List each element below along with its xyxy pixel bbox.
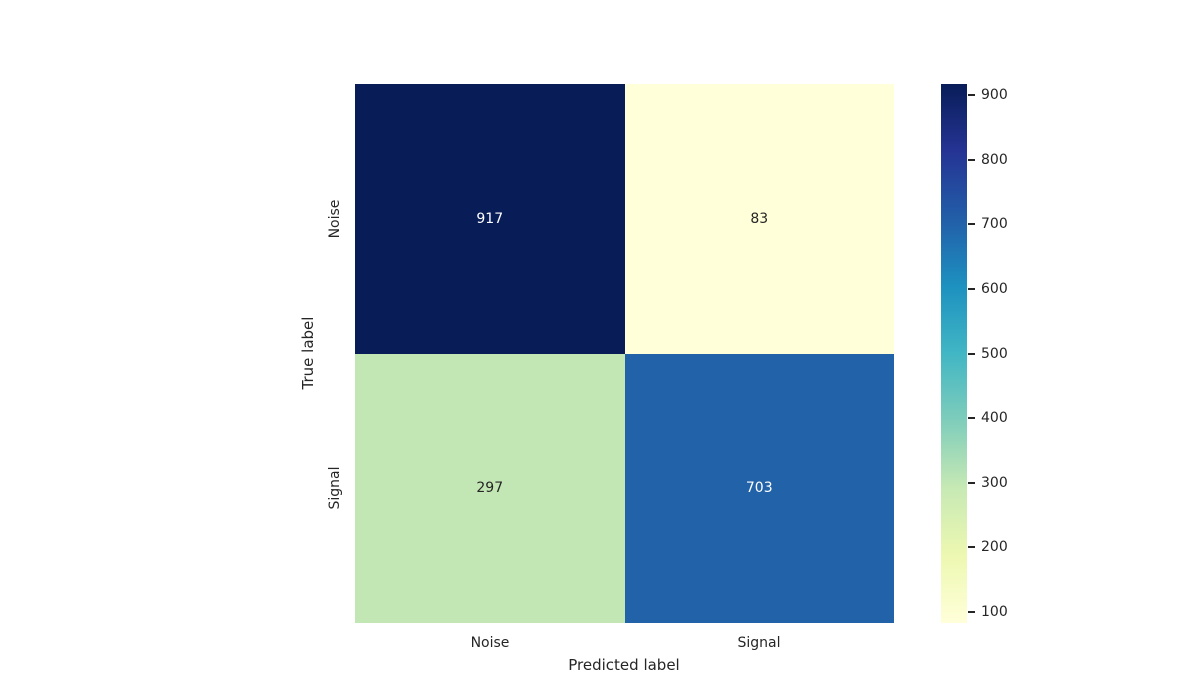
colorbar-tick-mark [968, 546, 975, 549]
y-axis-label: True label [299, 316, 317, 390]
x-axis-label: Predicted label [568, 656, 680, 674]
heatmap-cell-noise-signal: 83 [624, 84, 894, 354]
x-tick-label-signal: Signal [737, 635, 781, 651]
colorbar-tick-label: 700 [981, 216, 1008, 233]
colorbar-tick-mark [968, 481, 975, 484]
heatmap-cell-signal-noise: 297 [355, 353, 625, 623]
y-tick-label-signal: Signal [327, 466, 343, 510]
colorbar-tick-label: 500 [981, 345, 1008, 362]
colorbar-gradient [941, 84, 967, 623]
colorbar-tick-mark [968, 287, 975, 290]
colorbar-tick-label: 100 [981, 604, 1008, 620]
colorbar-tick-label: 400 [981, 410, 1008, 427]
cell-value: 297 [476, 480, 504, 497]
colorbar-tick-mark [968, 158, 975, 161]
colorbar-tick-label: 800 [981, 151, 1008, 168]
heatmap-cell-signal-signal: 703 [624, 353, 894, 623]
cell-value: 83 [750, 210, 769, 227]
x-tick-label-noise: Noise [470, 635, 510, 651]
colorbar-tick-mark [968, 417, 975, 420]
cell-value: 703 [745, 480, 773, 497]
cell-value: 917 [476, 210, 504, 227]
colorbar-tick-mark [968, 611, 975, 613]
colorbar-tick-label: 200 [981, 539, 1008, 556]
colorbar-tick-label: 600 [981, 280, 1008, 297]
colorbar-tick-label: 900 [981, 86, 1008, 103]
colorbar-tick-mark [968, 223, 975, 226]
heatmap-cell-noise-noise: 917 [355, 84, 625, 354]
colorbar-tick-mark [968, 93, 975, 96]
confusion-matrix-heatmap: 917 83 297 703 [355, 84, 894, 623]
y-tick-label-noise: Noise [327, 199, 343, 239]
colorbar-tick-mark [968, 352, 975, 355]
colorbar-tick-label: 300 [981, 474, 1008, 491]
